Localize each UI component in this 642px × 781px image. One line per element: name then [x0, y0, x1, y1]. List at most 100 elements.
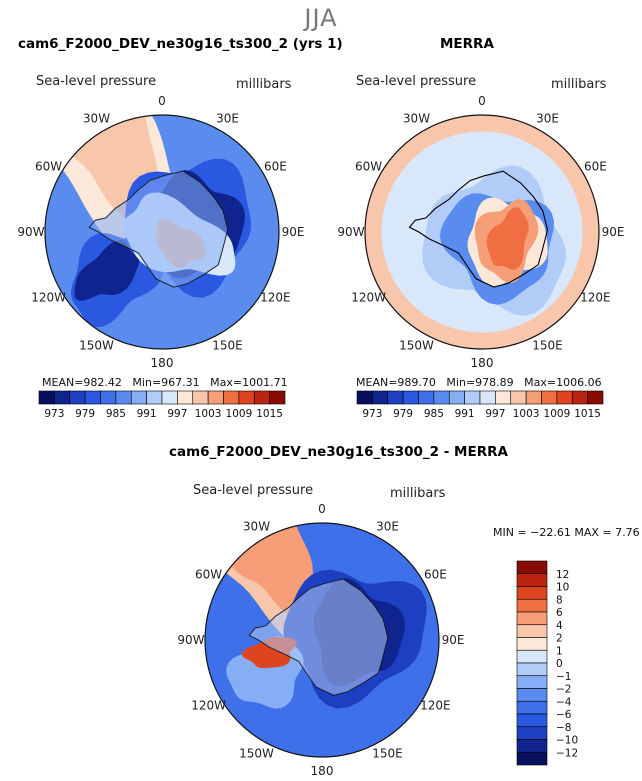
map-panel1-lon-label-2: 60E	[264, 160, 287, 174]
map-panel1-lon-label-9: 90W	[17, 225, 44, 239]
colorbar-panel3-swatch	[516, 560, 548, 575]
colorbar-panel2-swatch	[433, 390, 450, 405]
map-panel3-longitude-labels: 0 30E 60E 90E 120E 150E 180 150W 120W 90W 60W 30W	[177, 502, 464, 778]
panel2-mean-label: MEAN=	[356, 376, 398, 389]
map-panel1-field-band	[50, 115, 157, 219]
colorbar-panel2-swatch	[587, 390, 604, 405]
colorbar-panel1-swatch	[69, 390, 86, 405]
map-panel1-field-band	[89, 171, 228, 287]
map-panel2-lon-label-8: 120W	[351, 291, 386, 305]
colorbar-panel1-swatch	[84, 390, 101, 405]
colorbar-panel3-tick-label: −12	[556, 747, 578, 759]
panel2-mean-value: 989.70	[397, 376, 436, 389]
colorbar-panel1-tick-label: 1009	[226, 408, 253, 420]
map-panel1-lon-label-3: 90E	[282, 225, 305, 239]
panel1-units-label: millibars	[236, 77, 292, 92]
colorbar-panel3-swatch	[516, 662, 548, 677]
map-panel1-lon-label-0: 0	[158, 94, 166, 108]
colorbar-panel1-tick-label: 985	[106, 408, 126, 420]
colorbar-panel1-swatch	[146, 390, 163, 405]
colorbar-panel3-swatch	[516, 688, 548, 702]
map-panel3-field-band	[249, 579, 388, 695]
panel1-mean-value: 982.42	[83, 376, 122, 389]
map-panel2-lon-label-7: 150W	[399, 338, 434, 352]
colorbar-panel3-tick-label: −10	[556, 735, 578, 747]
colorbar-panel2-swatch	[556, 390, 573, 405]
colorbar-panel2-tick-label: 985	[424, 408, 444, 420]
map-panel2-frame	[364, 114, 600, 350]
colorbar-panel1-swatch	[223, 390, 240, 405]
colorbar-panel2-swatch	[541, 390, 558, 405]
panel1-min-label: Min=	[132, 376, 162, 389]
panel3-stats: MIN = −22.61 MAX = 7.76	[493, 526, 640, 539]
map-panel2-lon-label-5: 150E	[532, 338, 563, 352]
map-panel1-lon-label-8: 120W	[31, 291, 66, 305]
panel2-min-label: Min=	[446, 376, 476, 389]
colorbar-panel3-tick-label: 10	[556, 582, 569, 594]
map-panel3-lon-label-0: 0	[318, 502, 326, 516]
colorbar-panel3-tick-label: 0	[556, 658, 563, 670]
map-panel1-lon-label-5: 150E	[212, 338, 243, 352]
map-panel1-lon-label-6: 180	[151, 356, 174, 370]
map-panel2-lon-label-9: 90W	[337, 225, 364, 239]
colorbar-panel1-swatch	[38, 390, 55, 405]
map-panel1-frame	[44, 114, 280, 350]
map-panel3-lon-label-8: 120W	[191, 699, 226, 713]
map-panel2-lon-label-6: 180	[471, 356, 494, 370]
colorbar-panel3-swatch	[516, 726, 548, 740]
colorbar-panel3-swatch	[516, 751, 548, 766]
map-panel2-longitude-labels: 0 30E 60E 90E 120E 150E 180 150W 120W 90W 60W 30W	[337, 94, 624, 370]
colorbar-panel3-swatch	[516, 739, 548, 753]
colorbar-panel2-swatch	[448, 390, 465, 405]
colorbar-panel1-swatch	[177, 390, 194, 405]
colorbar-panel2-swatch	[402, 390, 419, 405]
colorbar-panel1-tick-label: 991	[137, 408, 157, 420]
colorbar-panel3-tick-label: 4	[556, 620, 563, 632]
colorbar-panel2-swatch	[495, 390, 512, 405]
colorbar-panel1-tick-label: 1003	[195, 408, 222, 420]
map-panel3-lon-label-5: 150E	[372, 746, 403, 760]
panel1-min-value: 967.31	[161, 376, 200, 389]
colorbar-panel3-swatch	[516, 598, 548, 613]
panel3-variable-label: Sea-level pressure	[193, 483, 314, 498]
colorbar-panel2-swatch	[418, 390, 435, 405]
map-panel3-lon-label-11: 30W	[243, 520, 270, 534]
colorbar-panel3-swatch	[516, 713, 548, 728]
panel2-units-label: millibars	[551, 77, 607, 92]
panel1-title: cam6_F2000_DEV_ne30g16_ts300_2 (yrs 1)	[18, 36, 343, 52]
panel1-stats: MEAN=982.42 Min=967.31 Max=1001.71	[42, 376, 288, 389]
colorbar-panel2-tick-label: 1003	[513, 408, 540, 420]
season-title: JJA	[304, 4, 338, 32]
colorbar-panel3-swatch	[516, 624, 548, 638]
map-panel2-lon-label-2: 60E	[584, 160, 607, 174]
panel1-max-label: Max=	[210, 376, 243, 389]
colorbar-panel3-tick-label: −2	[556, 684, 571, 696]
colorbar-panel2-swatch	[571, 390, 588, 405]
colorbar-panel1-swatch	[130, 390, 147, 405]
map-panel1-lon-label-4: 120E	[260, 291, 291, 305]
colorbar-panel3-swatch	[516, 586, 548, 600]
map-panel3	[204, 522, 440, 758]
map-panel1-field-band	[74, 240, 140, 301]
map-panel1-longitude-labels: 0 30E 60E 90E 120E 150E 180 150W 120W 90W 60W 30W	[17, 94, 304, 370]
colorbar-panel2-swatch	[387, 390, 404, 405]
colorbar-panel3-tick-label: −4	[556, 696, 572, 708]
map-panel2-lon-label-0: 0	[478, 94, 486, 108]
map-panel1-lon-label-11: 30W	[83, 112, 110, 126]
map-panel1-lon-label-10: 60W	[35, 160, 62, 174]
colorbar-panel3-tick-label: 1	[556, 645, 563, 657]
map-panel3-lon-label-4: 120E	[420, 699, 451, 713]
map-panel2-field-band	[486, 207, 529, 270]
panel2-stats: MEAN=989.70 Min=978.89 Max=1006.06	[356, 376, 602, 389]
colorbar-panel2-swatch	[356, 390, 373, 405]
colorbar-panel3-tick-label: −1	[556, 671, 571, 683]
map-panel2	[364, 114, 600, 350]
colorbar-panel1-swatch	[161, 390, 178, 405]
colorbar-panel1-tick-label: 973	[44, 408, 64, 420]
panel3-units-label: millibars	[390, 486, 446, 501]
map-panel1	[44, 114, 280, 350]
colorbar-panel1-swatch	[238, 390, 255, 405]
map-panel3-lon-label-3: 90E	[442, 633, 465, 647]
